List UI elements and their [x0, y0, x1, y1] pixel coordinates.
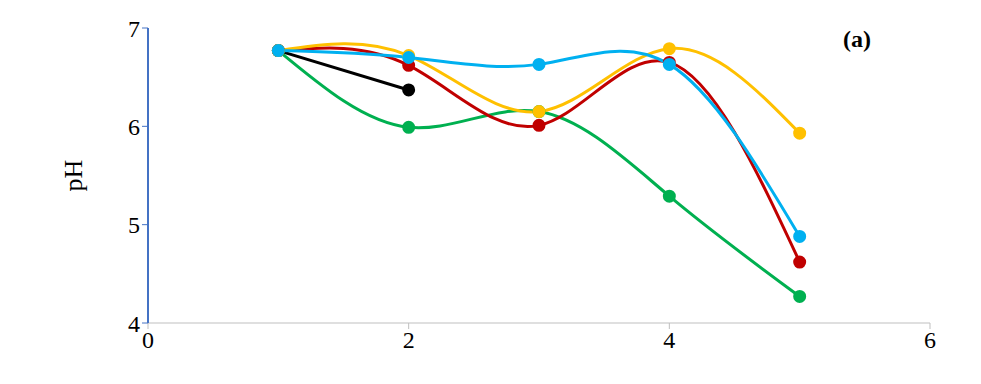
svg-text:5: 5: [128, 212, 140, 238]
svg-text:6: 6: [924, 327, 936, 353]
svg-text:4: 4: [663, 327, 675, 353]
svg-text:0: 0: [142, 327, 154, 353]
svg-text:4: 4: [128, 311, 140, 337]
html-text:(a): (a): [843, 26, 871, 52]
svg-text:2: 2: [403, 327, 415, 353]
svg-text:6: 6: [128, 114, 140, 140]
svg-text:pH: pH: [59, 159, 88, 191]
svg-text:7: 7: [128, 16, 140, 42]
